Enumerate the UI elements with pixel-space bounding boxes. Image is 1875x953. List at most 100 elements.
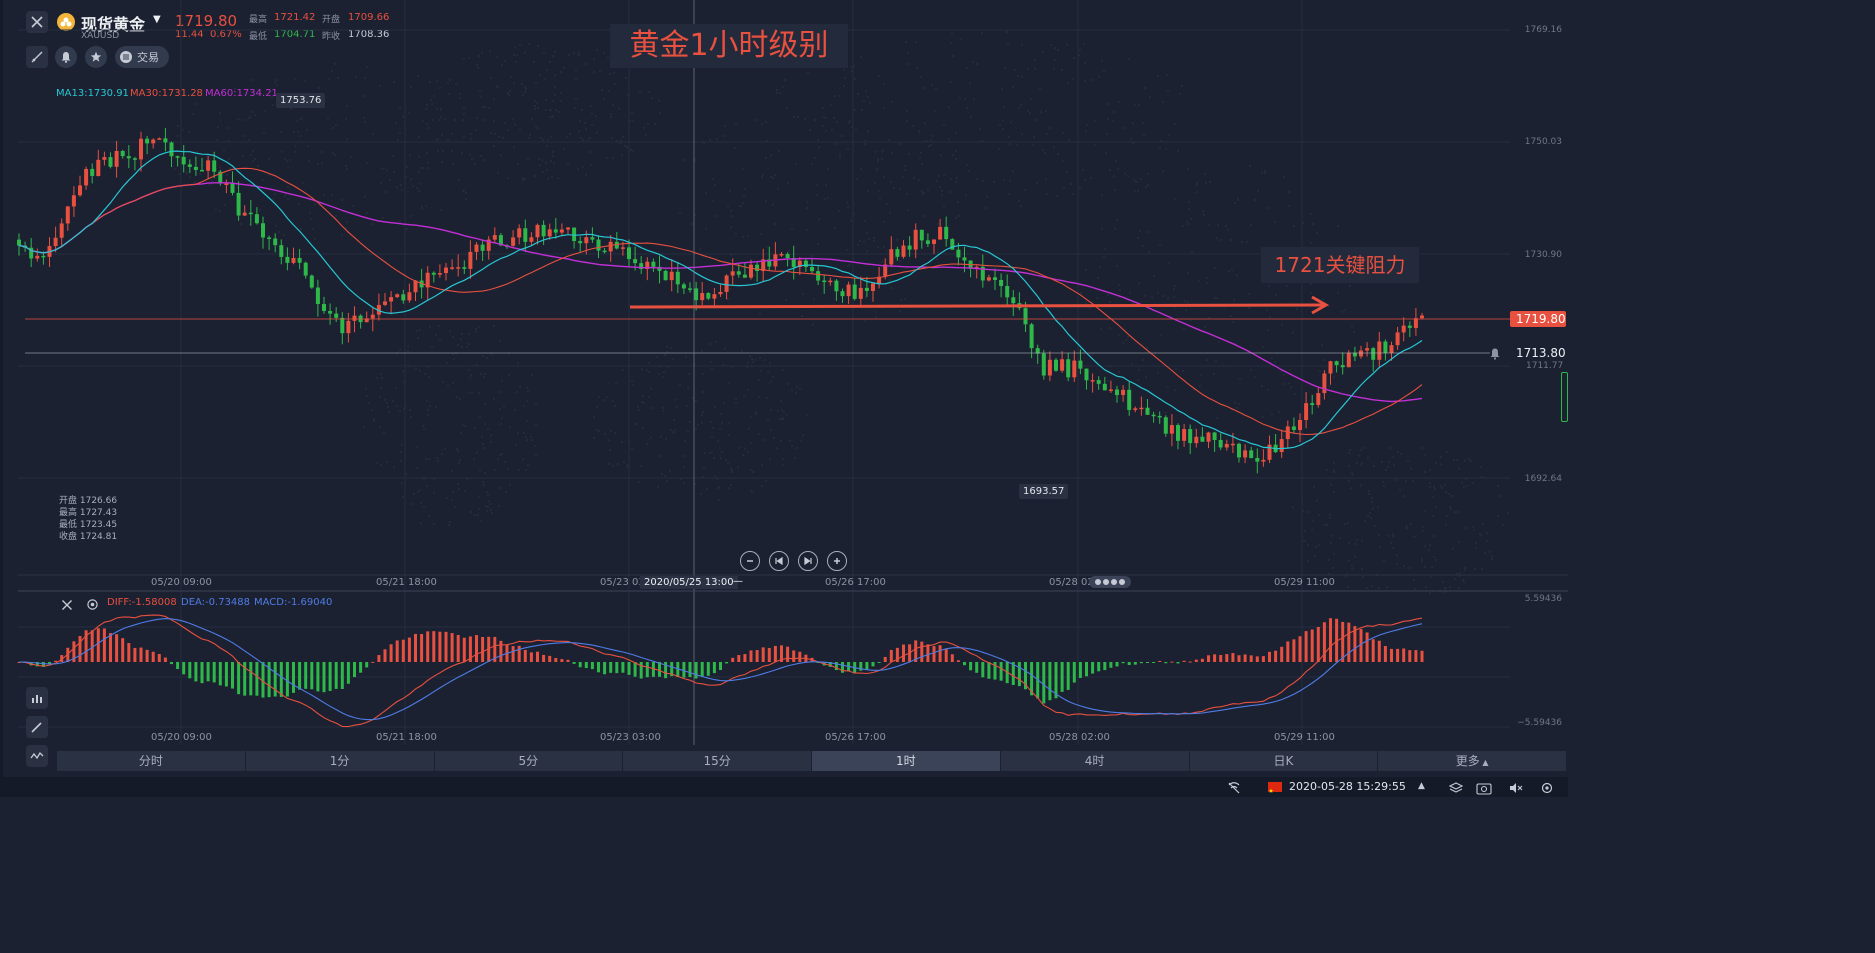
crosshair-time-dash: —	[733, 576, 743, 587]
open-value: 1709.66	[348, 12, 390, 23]
high-marker: 1753.76	[276, 93, 326, 108]
macd-dea-legend: DEA:-0.73488	[181, 597, 251, 608]
macd-bottom-label: −5.59436	[1517, 718, 1562, 728]
zoom-in-button[interactable]	[827, 551, 847, 571]
plus-icon	[834, 558, 840, 564]
ohlc-high: 最高 1727.43	[59, 508, 118, 518]
macd-histogram	[17, 618, 1424, 704]
right-scroll-handle[interactable]	[1561, 372, 1568, 422]
trade-button[interactable]: 交易	[115, 46, 169, 68]
macd-x-axis-label: 05/21 18:00	[376, 732, 437, 743]
macd-close-button[interactable]	[61, 596, 73, 615]
layers-icon[interactable]	[1448, 780, 1464, 799]
x-axis-label: 05/23 03:00	[600, 577, 661, 588]
ohlc-low: 最低 1723.45	[59, 520, 118, 530]
ma30-line	[18, 167, 1423, 436]
status-bar: 2020-05-28 15:29:55 ▲	[0, 777, 1568, 797]
settings-icon[interactable]	[1540, 780, 1554, 799]
y-axis-label: 1730.90	[1524, 250, 1562, 260]
trend-button[interactable]	[26, 745, 48, 767]
close-button[interactable]	[26, 11, 48, 33]
close-icon	[31, 16, 43, 28]
x-axis-label: 05/29 11:00	[1274, 577, 1335, 588]
skip-forward-icon	[804, 556, 812, 566]
tab-1min[interactable]: 1分	[246, 751, 435, 771]
gold-icon	[57, 13, 75, 31]
candlesticks	[17, 128, 1424, 474]
tab-1hour[interactable]: 1时	[812, 751, 1001, 771]
macd-top-label: 5.59436	[1524, 594, 1562, 604]
tab-more[interactable]: 更多 ▲	[1378, 751, 1567, 771]
bar-chart-icon	[32, 695, 42, 703]
main-chart[interactable]	[0, 0, 1568, 745]
ohlc-open: 开盘 1726.66	[59, 496, 118, 506]
header-change: 11.44	[175, 29, 204, 40]
tab-more-label: 更多	[1455, 754, 1480, 768]
low-value: 1704.71	[274, 29, 316, 40]
skip-back-icon	[775, 556, 783, 566]
macd-settings-button[interactable]	[86, 596, 99, 615]
macd-x-axis-label: 05/26 17:00	[825, 732, 886, 743]
low-label: 最低	[249, 32, 268, 42]
tab-5min[interactable]: 5分	[435, 751, 624, 771]
status-datetime: 2020-05-28 15:29:55	[1289, 780, 1406, 793]
chart-annotation-title: 黄金1小时级别	[610, 24, 848, 68]
alert-price-tag: 1713.80	[1510, 345, 1566, 361]
trading-window: 现货黄金 ▼ XAUUSD 1719.80 11.44 0.67% 最高 172…	[0, 0, 1568, 797]
minus-icon	[747, 560, 753, 562]
gear-icon	[87, 599, 98, 610]
trade-label: 交易	[137, 51, 159, 64]
ma13-line	[18, 150, 1423, 450]
alert-bell-icon[interactable]	[1488, 346, 1502, 365]
mute-icon[interactable]	[1508, 780, 1524, 799]
tab-15min[interactable]: 15分	[623, 751, 812, 771]
macd-x-axis-label: 05/28 02:00	[1049, 732, 1110, 743]
x-axis-label: 05/20 09:00	[151, 577, 212, 588]
favorite-button[interactable]	[85, 46, 107, 68]
chart-nav-controls	[740, 551, 850, 571]
pencil-icon	[31, 722, 42, 733]
china-flag-icon	[1268, 782, 1282, 793]
expand-up-icon[interactable]: ▲	[1418, 781, 1425, 791]
high-value: 1721.42	[274, 12, 316, 23]
y-axis-label: 1769.16	[1524, 25, 1562, 35]
world-map-background	[174, 31, 1509, 594]
alert-button[interactable]	[55, 46, 77, 68]
macd-x-axis-label: 05/23 03:00	[600, 732, 661, 743]
ma30-legend: MA30:1731.28	[130, 88, 203, 99]
camera-icon[interactable]	[1476, 780, 1492, 799]
draw-line-button[interactable]	[26, 716, 48, 738]
symbol-name[interactable]: 现货黄金	[81, 15, 146, 34]
tab-4hour[interactable]: 4时	[1001, 751, 1190, 771]
star-icon	[90, 51, 102, 62]
scroll-left-button[interactable]	[769, 551, 789, 571]
network-icon[interactable]	[1227, 780, 1241, 799]
draw-tool-button[interactable]	[26, 46, 48, 68]
bell-icon	[61, 52, 71, 63]
tab-fenshi[interactable]: 分时	[57, 751, 246, 771]
prev-close-value: 1708.36	[348, 29, 390, 40]
crosshair-time-label: 2020/05/25 13:00	[640, 576, 738, 589]
ohlc-info: 开盘 1726.66 最高 1727.43 最低 1723.45 收盘 1724…	[59, 495, 117, 543]
dea-line	[18, 618, 1423, 721]
y-axis-label: 1750.03	[1524, 137, 1562, 147]
close-icon	[62, 600, 72, 610]
pager-dots[interactable]	[1089, 576, 1131, 588]
current-price-tag: 1719.80	[1510, 311, 1566, 327]
ma60-line	[18, 182, 1423, 403]
chevron-down-icon[interactable]: ▼	[153, 14, 161, 25]
chevron-up-icon: ▲	[1479, 758, 1489, 767]
scroll-right-button[interactable]	[798, 551, 818, 571]
zoom-out-button[interactable]	[740, 551, 760, 571]
indicator-button[interactable]	[26, 687, 48, 709]
left-edge	[0, 0, 3, 777]
timeframe-tabs: 分时 1分 5分 15分 1时 4时 日K 更多 ▲	[57, 751, 1567, 771]
trend-icon	[30, 751, 44, 760]
x-axis-label: 05/21 18:00	[376, 577, 437, 588]
chart-grid	[18, 0, 1510, 745]
ma13-legend: MA13:1730.91	[56, 88, 129, 99]
tab-daily[interactable]: 日K	[1190, 751, 1379, 771]
header-price: 1719.80	[175, 12, 238, 30]
ma60-legend: MA60:1734.21	[205, 88, 278, 99]
prev-close-label: 昨收	[322, 32, 341, 42]
